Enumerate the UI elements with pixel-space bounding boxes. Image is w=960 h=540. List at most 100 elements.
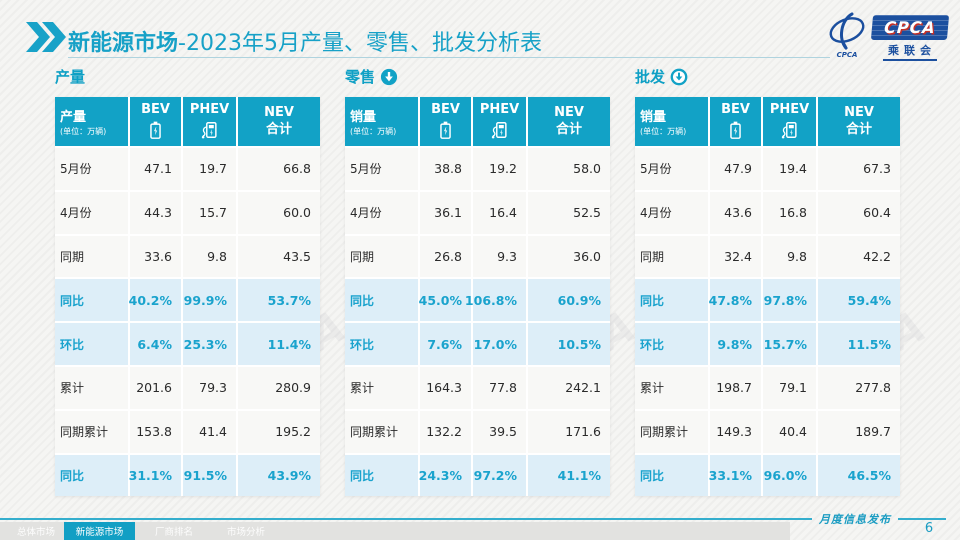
row-label: 累计: [345, 366, 418, 409]
cell-bev: 36.1: [420, 191, 471, 234]
double-chevron-icon: [26, 22, 66, 56]
ev-charger-icon: [201, 121, 217, 139]
cell-bev: 9.8%: [710, 323, 761, 365]
table-measure-label: 销量: [640, 110, 667, 125]
row-label: 累计: [635, 366, 708, 409]
cell-phev: 17.0%: [473, 323, 526, 365]
row-label: 4月份: [635, 191, 708, 234]
row-label: 同期: [345, 235, 418, 278]
row-label: 同期累计: [345, 410, 418, 453]
cpca-swirl-icon: CPCA: [829, 12, 865, 59]
row-label: 环比: [55, 323, 128, 365]
phev-column-header: PHEV: [763, 97, 816, 146]
cell-phev: 19.2: [473, 148, 526, 190]
cell-nev: 280.9: [238, 366, 320, 409]
row-label: 累计: [55, 366, 128, 409]
cell-nev: 11.5%: [818, 323, 900, 365]
table-unit-label: (单位：万辆): [60, 127, 107, 136]
cell-bev: 132.2: [420, 410, 471, 453]
cell-phev: 19.4: [763, 148, 816, 190]
cell-phev: 79.1: [763, 366, 816, 409]
arrow-down-circle-icon: [380, 68, 398, 85]
bev-label: BEV: [431, 102, 460, 118]
row-label: 5月份: [635, 148, 708, 190]
cell-bev: 45.0%: [419, 279, 471, 322]
cell-nev: 60.0: [238, 191, 320, 234]
cell-nev: 10.5%: [528, 323, 610, 365]
battery-icon: [730, 121, 741, 139]
row-label: 环比: [635, 323, 708, 365]
nev-label: NEV: [264, 104, 294, 120]
cell-bev: 198.7: [710, 366, 761, 409]
cell-nev: 46.5%: [818, 454, 900, 497]
cpca-chinese-name: 乘联会: [883, 42, 937, 61]
cell-phev: 106.8%: [465, 279, 526, 322]
cell-bev: 164.3: [420, 366, 471, 409]
cell-phev: 9.8: [763, 235, 816, 278]
cell-bev: 38.8: [420, 148, 471, 190]
nev-total-label: 合计: [555, 121, 582, 137]
cell-phev: 15.7: [183, 191, 236, 234]
cell-phev: 97.8%: [763, 279, 816, 322]
nev-total-label: 合计: [845, 121, 872, 137]
footer-tab-2[interactable]: 新能源市场: [64, 522, 135, 540]
cell-bev: 6.4%: [130, 323, 181, 365]
cell-phev: 16.8: [763, 191, 816, 234]
row-label: 同期累计: [635, 410, 708, 453]
cell-nev: 52.5: [528, 191, 610, 234]
title-divider: [68, 57, 830, 58]
cell-bev: 26.8: [420, 235, 471, 278]
footer-tab-3[interactable]: 厂商排名: [154, 527, 193, 538]
table-corner-header: 销量 (单位：万辆): [345, 97, 418, 146]
battery-icon: [440, 121, 451, 139]
bev-column-header: BEV: [420, 97, 471, 146]
cell-nev: 43.5: [238, 235, 320, 278]
wholesale-section: 批发 销量 (单位：万辆) BEV PHEV: [635, 64, 900, 497]
row-label: 5月份: [345, 148, 418, 190]
cell-phev: 19.7: [183, 148, 236, 190]
nev-total-label: 合计: [265, 121, 292, 137]
row-label: 环比: [345, 323, 418, 365]
swirl-label: CPCA: [837, 51, 858, 59]
row-label: 同期: [635, 235, 708, 278]
wholesale-section-heading: 批发: [635, 64, 900, 89]
row-label: 同比: [55, 279, 128, 322]
table-corner-header: 产量 (单位：万辆): [55, 97, 128, 146]
cell-bev: 47.9: [710, 148, 761, 190]
table-measure-label: 销量: [350, 110, 377, 125]
row-label: 同期累计: [55, 410, 128, 453]
section-title: 批发: [635, 68, 666, 86]
cell-phev: 40.4: [763, 410, 816, 453]
retail-section-heading: 零售: [345, 64, 610, 89]
wholesale-table: 销量 (单位：万辆) BEV PHEV NEV 合计 5月份 47.: [635, 97, 900, 497]
cell-bev: 153.8: [130, 410, 181, 453]
cell-nev: 277.8: [818, 366, 900, 409]
row-label: 同比: [55, 454, 128, 497]
footer-tab-1[interactable]: 总体市场: [16, 527, 55, 538]
cell-nev: 67.3: [818, 148, 900, 190]
row-label: 5月份: [55, 148, 128, 190]
cell-bev: 31.1%: [129, 454, 181, 497]
row-label: 同比: [345, 454, 418, 497]
cell-bev: 149.3: [710, 410, 761, 453]
production-table: 产量 (单位：万辆) BEV PHEV NEV 合计 5月份 47.: [55, 97, 320, 497]
production-section: 产量 产量 (单位：万辆) BEV PHEV NEV: [55, 64, 320, 497]
cell-bev: 47.8%: [709, 279, 761, 322]
cell-bev: 7.6%: [420, 323, 471, 365]
footer-tab-4[interactable]: 市场分析: [226, 527, 265, 538]
arrow-down-ring-icon: [670, 68, 688, 85]
cell-phev: 77.8: [473, 366, 526, 409]
section-title: 零售: [345, 68, 376, 86]
ev-charger-icon: [781, 121, 797, 139]
cell-nev: 66.8: [238, 148, 320, 190]
bev-column-header: BEV: [710, 97, 761, 146]
cell-nev: 195.2: [238, 410, 320, 453]
cell-bev: 40.2%: [129, 279, 181, 322]
retail-section: 零售 销量 (单位：万辆) BEV PHEV: [345, 64, 610, 497]
cell-nev: 171.6: [528, 410, 610, 453]
cell-phev: 97.2%: [473, 454, 526, 497]
cell-bev: 44.3: [130, 191, 181, 234]
cell-nev: 59.4%: [818, 279, 900, 322]
cell-nev: 43.9%: [238, 454, 320, 497]
cell-nev: 41.1%: [528, 454, 610, 497]
